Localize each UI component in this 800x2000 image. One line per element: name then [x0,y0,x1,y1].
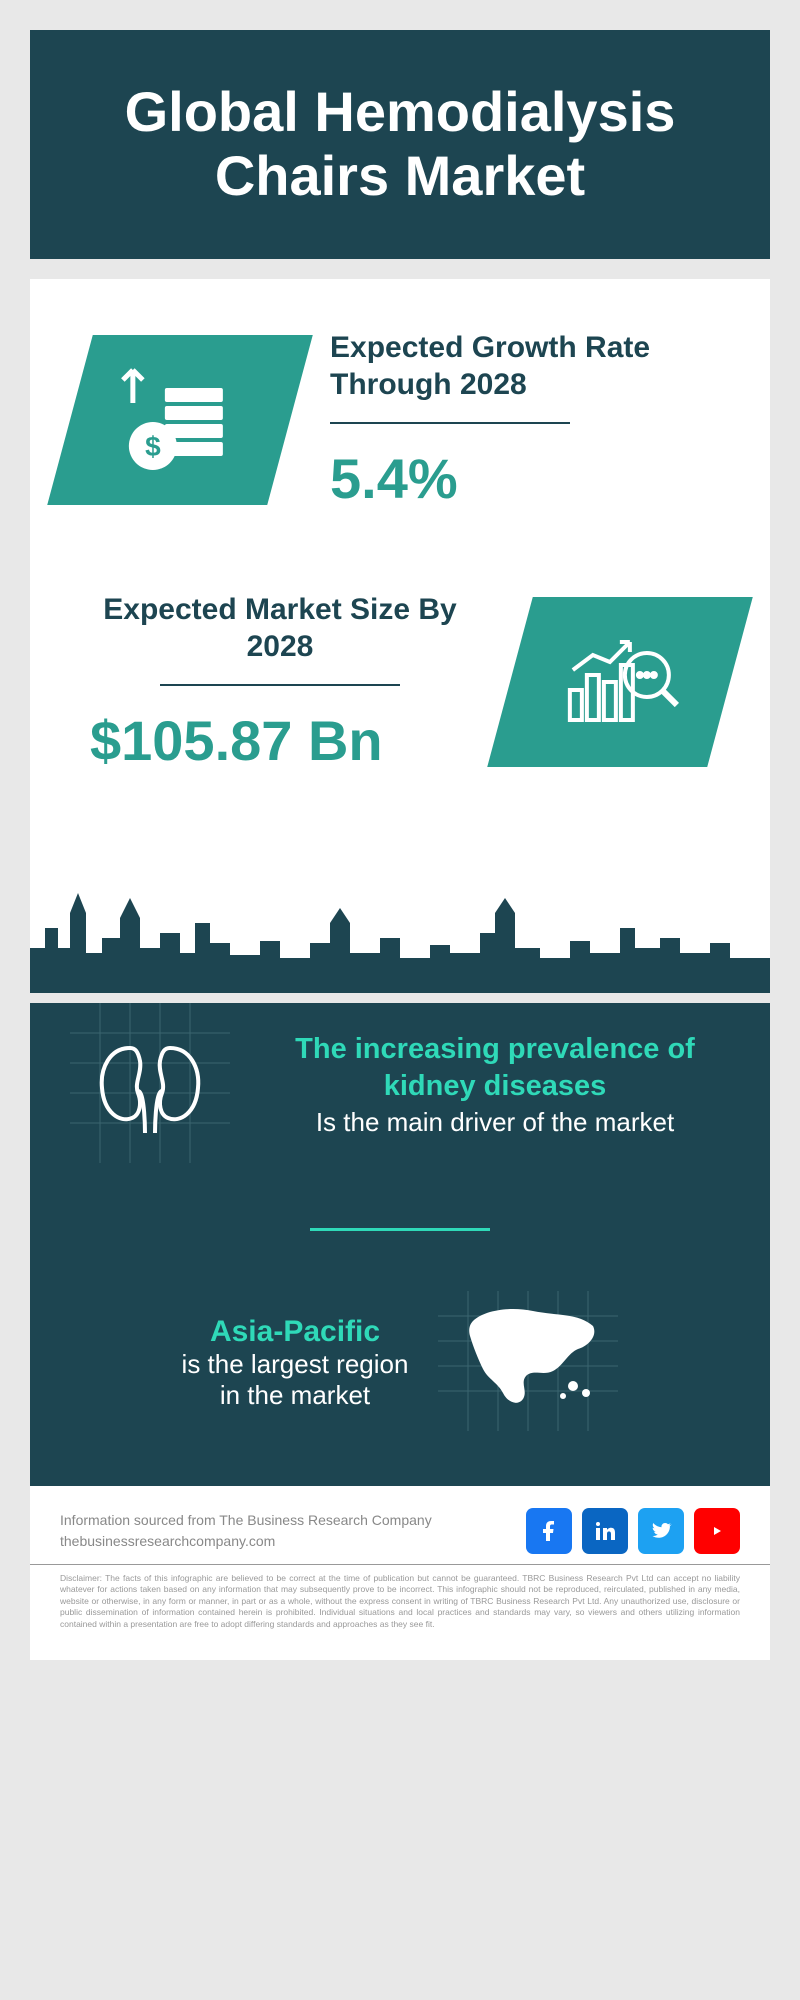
stats-section: $ Expected Growth Rate Through 2028 5.4%… [30,279,770,993]
source-text: Information sourced from The Business Re… [60,1510,432,1552]
asia-map-icon [438,1291,618,1436]
header-block: Global Hemodialysis Chairs Market [30,30,770,259]
growth-label: Expected Growth Rate Through 2028 [330,329,730,404]
growth-icon-box: $ [47,335,313,505]
section-divider [310,1228,490,1231]
social-icons [526,1508,740,1554]
skyline-graphic [30,853,770,993]
stat-size-row: Expected Market Size By 2028 $105.87 Bn [70,591,730,773]
infographic-container: Global Hemodialysis Chairs Market [0,0,800,1690]
money-growth-icon: $ [115,357,245,482]
source-url: thebusinessresearchcompany.com [60,1531,432,1552]
growth-text: Expected Growth Rate Through 2028 5.4% [330,329,730,511]
driver-text: The increasing prevalence of kidney dise… [260,1031,730,1140]
growth-value: 5.4% [330,446,730,511]
size-label: Expected Market Size By 2028 [90,591,470,666]
divider [330,422,570,424]
region-sub1: is the largest region [182,1349,409,1380]
divider [160,684,400,686]
size-icon-box [487,597,753,767]
region-sub2: in the market [182,1380,409,1411]
svg-text:$: $ [145,430,161,461]
linkedin-icon[interactable] [582,1508,628,1554]
dark-section: The increasing prevalence of kidney dise… [30,1003,770,1486]
region-row: Asia-Pacific is the largest region in th… [70,1291,730,1436]
disclaimer-text: Disclaimer: The facts of this infographi… [30,1564,770,1660]
region-text: Asia-Pacific is the largest region in th… [182,1315,409,1411]
twitter-icon[interactable] [638,1508,684,1554]
stat-growth-row: $ Expected Growth Rate Through 2028 5.4% [70,329,730,511]
driver-row: The increasing prevalence of kidney dise… [70,1003,730,1168]
region-highlight: Asia-Pacific [182,1315,409,1349]
size-text: Expected Market Size By 2028 $105.87 Bn [70,591,470,773]
footer: Information sourced from The Business Re… [30,1486,770,1564]
driver-highlight: The increasing prevalence of kidney dise… [260,1031,730,1106]
kidneys-icon [70,1003,230,1168]
driver-subtext: Is the main driver of the market [260,1106,730,1140]
youtube-icon[interactable] [694,1508,740,1554]
page-title: Global Hemodialysis Chairs Market [70,80,730,209]
chart-analysis-icon [555,619,685,744]
facebook-icon[interactable] [526,1508,572,1554]
size-value: $105.87 Bn [90,708,470,773]
source-line: Information sourced from The Business Re… [60,1510,432,1531]
